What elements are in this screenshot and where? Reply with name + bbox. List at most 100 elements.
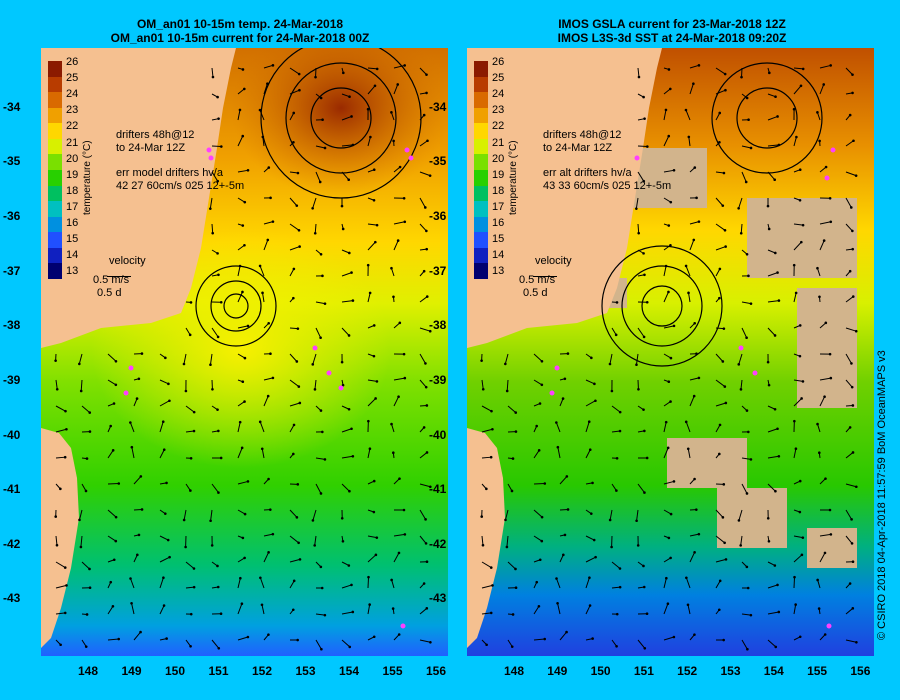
velocity-arrowhead (776, 583, 779, 587)
velocity-arrow (611, 561, 621, 569)
velocity-arrowhead (403, 533, 407, 536)
velocity-arrowhead (608, 518, 612, 522)
velocity-arrowhead (794, 603, 797, 606)
velocity-arrow (55, 612, 66, 615)
y-tick-label: -43 (429, 591, 447, 605)
velocity-arrowhead (667, 380, 671, 384)
velocity-legend-left: velocity 0.5 m/s 0.5 d (93, 255, 146, 300)
velocity-arrowhead (184, 545, 187, 549)
velocity-arrow (505, 509, 509, 520)
warm-eddy-swirl (711, 62, 823, 174)
x-tick-label: 154 (338, 664, 360, 678)
drifters-line1: drifters 48h@12 (116, 129, 195, 141)
velocity-arrow (185, 430, 195, 433)
velocity-arrowhead (745, 409, 749, 412)
velocity-arrowhead (267, 166, 271, 169)
velocity-arrowhead (243, 400, 246, 403)
velocity-arrowhead (593, 382, 596, 386)
colorbar-swatch (48, 216, 62, 233)
colorbar-tick-label: 13 (492, 265, 505, 278)
velocity-arrowhead (320, 647, 323, 651)
velocity-arrowhead (537, 449, 541, 452)
colorbar-tick-label: 13 (66, 265, 79, 278)
velocity-arrow (159, 535, 169, 541)
velocity-time: 0.5 d (523, 287, 548, 299)
velocity-arrow (159, 556, 170, 563)
colorbar-swatch (474, 138, 488, 155)
velocity-arrow (211, 171, 219, 182)
velocity-arrow (533, 606, 540, 615)
velocity-arrow (533, 450, 540, 459)
velocity-arrow (845, 223, 853, 232)
velocity-arrow (637, 171, 645, 182)
velocity-arrowhead (219, 456, 223, 460)
velocity-arrow (715, 424, 721, 433)
velocity-arrow (585, 449, 591, 459)
velocity-arrow (183, 509, 187, 521)
velocity-arrow (237, 291, 243, 303)
y-tick-label: -39 (429, 373, 447, 387)
velocity-arrowhead (684, 108, 688, 112)
velocity-arrowhead (767, 383, 771, 387)
right-map[interactable] (467, 48, 874, 656)
velocity-arrowhead (189, 489, 192, 492)
velocity-arrowhead (592, 538, 596, 542)
velocity-arrow (816, 268, 821, 277)
velocity-arrowhead (692, 394, 696, 398)
velocity-arrow (740, 535, 743, 546)
velocity-arrowhead (514, 586, 518, 590)
velocity-arrowhead (297, 541, 300, 545)
velocity-arrowhead (773, 407, 777, 411)
left-map[interactable] (41, 48, 448, 656)
velocity-arrow (663, 88, 671, 95)
velocity-arrow (237, 135, 244, 147)
velocity-arrow (637, 639, 646, 649)
velocity-arrow (289, 424, 295, 433)
velocity-arrow (393, 64, 405, 69)
velocity-arrowhead (489, 566, 493, 569)
velocity-arrow (367, 604, 371, 615)
velocity-arrow (237, 636, 249, 641)
velocity-arrow (237, 480, 249, 485)
velocity-arrowhead (854, 329, 858, 333)
velocity-arrow (663, 480, 675, 485)
velocity-arrowhead (851, 560, 855, 564)
velocity-arrow (767, 455, 779, 459)
velocity-arrowhead (139, 475, 143, 478)
left-drifters-note: drifters 48h@12 to 24-Mar 12Z (116, 129, 194, 155)
drifter-tracks (549, 147, 836, 629)
velocity-arrowhead (850, 362, 853, 365)
velocity-arrowhead (535, 580, 539, 584)
velocity-arrowhead (342, 71, 345, 75)
velocity-arrowhead (646, 145, 649, 148)
velocity-arrowhead (823, 551, 827, 555)
left-title-line2: OM_an01 10-15m current for 24-Mar-2018 0… (110, 31, 370, 45)
velocity-speed: 0.5 m/s (93, 274, 130, 286)
velocity-arrow (393, 533, 405, 537)
velocity-arrowhead (425, 73, 428, 76)
velocity-arrowhead (693, 477, 696, 481)
velocity-arrowhead (718, 579, 722, 583)
velocity-arrow (715, 67, 726, 75)
velocity-arrow (237, 325, 249, 329)
velocity-arrowhead (537, 604, 541, 608)
velocity-arrowhead (489, 611, 493, 615)
velocity-arrowhead (117, 482, 121, 485)
velocity-arrowhead (766, 360, 770, 364)
velocity-arrow (289, 379, 300, 387)
velocity-arrowhead (823, 633, 827, 636)
velocity-arrow (741, 483, 748, 494)
velocity-arrowhead (667, 134, 671, 138)
velocity-arrowhead (695, 508, 698, 511)
velocity-arrowhead (850, 518, 853, 521)
velocity-arrow (262, 292, 265, 303)
velocity-arrowhead (829, 533, 833, 536)
velocity-arrow (715, 171, 725, 174)
velocity-arrowhead (794, 291, 798, 295)
velocity-arrow (481, 561, 492, 568)
velocity-arrowhead (773, 564, 777, 567)
velocity-arrowhead (563, 533, 567, 537)
velocity-arrowhead (210, 544, 214, 547)
velocity-arrowhead (298, 245, 301, 248)
velocity-arrowhead (718, 267, 722, 271)
